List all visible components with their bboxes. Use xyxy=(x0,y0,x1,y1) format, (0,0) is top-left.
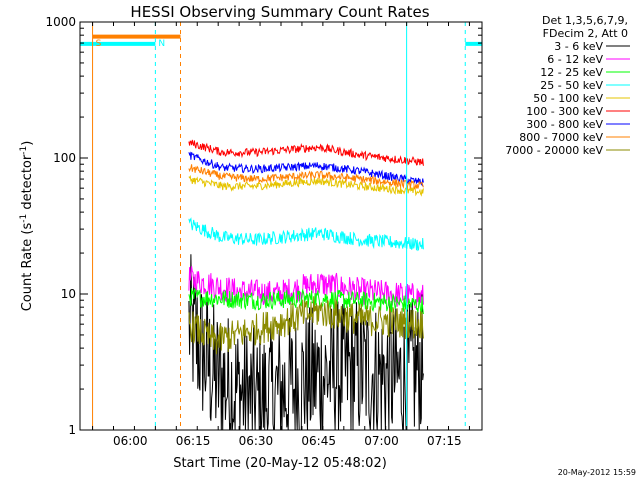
legend-header-line: FDecim 2, Att 0 xyxy=(543,27,628,40)
series-line-5 xyxy=(188,139,424,166)
x-tick-label: 06:15 xyxy=(176,434,211,448)
y-tick-label: 100 xyxy=(53,151,76,165)
legend: Det 1,3,5,6,7,9,FDecim 2, Att 03 - 6 keV… xyxy=(505,14,630,157)
series-line-8 xyxy=(188,296,424,355)
y-tick-label: 10 xyxy=(61,287,76,301)
legend-label: 7000 - 20000 keV xyxy=(505,144,603,157)
legend-label: 25 - 50 keV xyxy=(540,79,603,92)
legend-label: 300 - 800 keV xyxy=(526,118,603,131)
series-line-7 xyxy=(188,164,424,190)
legend-label: 50 - 100 keV xyxy=(533,92,603,105)
time-marker-label-0: S xyxy=(96,39,102,49)
x-tick-label: 06:30 xyxy=(239,434,274,448)
y-axis-label: Count Rate (s-1 detector-1) xyxy=(19,141,35,312)
time-marker-label-1: N xyxy=(158,39,165,49)
x-tick-label: 06:45 xyxy=(301,434,336,448)
y-tick-label: 1000 xyxy=(45,15,76,29)
legend-header-line: Det 1,3,5,6,7,9, xyxy=(542,14,628,27)
y-axis-label-exponent-1: -1 xyxy=(19,214,29,223)
legend-label: 3 - 6 keV xyxy=(554,40,603,53)
x-tick-label: 07:00 xyxy=(364,434,399,448)
y-axis-label-end: ) xyxy=(20,141,35,146)
x-tick-label: 07:15 xyxy=(427,434,462,448)
y-axis-label-middle: detector xyxy=(20,154,35,214)
chart-title: HESSI Observing Summary Count Rates xyxy=(130,3,429,21)
legend-label: 800 - 7000 keV xyxy=(519,131,603,144)
x-tick-label: 06:00 xyxy=(113,434,148,448)
footer-date: 20-May-2012 15:59 xyxy=(558,468,636,477)
y-tick-label: 1 xyxy=(68,423,76,437)
axes: 1 10 100 1000 06:00 06:15 06:30 06:45 07:00 07:15 xyxy=(45,15,482,448)
series-line-3 xyxy=(188,217,424,252)
y-axis-label-text: Count Rate (s xyxy=(20,223,35,312)
series-line-6 xyxy=(188,151,424,187)
x-axis-label: Start Time (20-May-12 05:48:02) xyxy=(173,456,387,471)
legend-label: 100 - 300 keV xyxy=(526,105,603,118)
legend-label: 6 - 12 keV xyxy=(547,53,603,66)
legend-label: 12 - 25 keV xyxy=(540,66,603,79)
y-axis-label-exponent-2: -1 xyxy=(19,146,29,155)
series-line-4 xyxy=(188,174,424,197)
series-line-2 xyxy=(188,287,424,315)
